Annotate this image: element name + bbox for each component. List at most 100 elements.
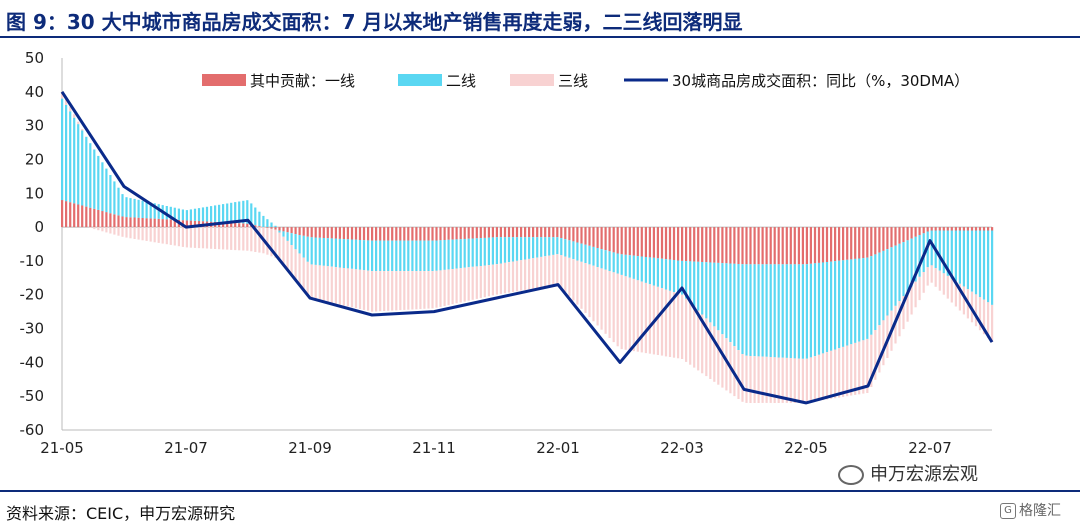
bar bbox=[564, 256, 567, 293]
bar bbox=[69, 106, 72, 112]
y-tick-label: 10 bbox=[25, 184, 44, 202]
bar bbox=[431, 227, 434, 241]
bar bbox=[298, 253, 301, 286]
bar bbox=[741, 354, 744, 402]
bar bbox=[560, 238, 563, 256]
bar bbox=[326, 238, 329, 267]
bar bbox=[306, 236, 309, 262]
legend-swatch bbox=[398, 74, 442, 86]
bar bbox=[874, 330, 877, 380]
source-note: 资料来源：CEIC，申万宏源研究 bbox=[6, 504, 236, 523]
bar bbox=[978, 230, 982, 297]
bar bbox=[560, 227, 563, 239]
bar bbox=[294, 227, 297, 235]
bar bbox=[809, 357, 812, 403]
bar bbox=[693, 227, 696, 262]
bar bbox=[61, 200, 64, 228]
bar bbox=[942, 230, 945, 274]
bar bbox=[125, 197, 128, 218]
bar bbox=[809, 227, 812, 264]
bar bbox=[294, 249, 297, 281]
bar bbox=[982, 299, 986, 335]
bar bbox=[318, 237, 321, 266]
bar bbox=[866, 257, 869, 339]
bar bbox=[753, 264, 756, 357]
bar bbox=[757, 264, 760, 357]
bar bbox=[282, 227, 285, 232]
bar bbox=[854, 342, 857, 395]
bar bbox=[556, 227, 559, 238]
bar bbox=[801, 358, 804, 403]
bar bbox=[302, 235, 305, 258]
bar bbox=[612, 252, 615, 273]
bar bbox=[846, 259, 849, 346]
bar bbox=[890, 227, 893, 248]
bar bbox=[765, 264, 768, 357]
bar bbox=[411, 227, 414, 241]
bar bbox=[817, 354, 821, 401]
bar bbox=[479, 266, 482, 299]
bar bbox=[342, 227, 345, 240]
bar bbox=[950, 278, 953, 303]
bar bbox=[334, 267, 337, 304]
bar bbox=[709, 322, 712, 379]
bar bbox=[515, 227, 519, 238]
bar bbox=[974, 230, 978, 295]
bar bbox=[962, 286, 965, 315]
legend-label: 三线 bbox=[558, 72, 588, 90]
bar bbox=[77, 121, 80, 125]
bar bbox=[479, 238, 482, 266]
bar bbox=[350, 227, 354, 240]
bar bbox=[443, 227, 446, 241]
bar bbox=[157, 218, 160, 228]
bar bbox=[797, 264, 800, 359]
bar bbox=[455, 227, 458, 240]
bar bbox=[338, 238, 341, 268]
bar bbox=[858, 341, 861, 395]
bar bbox=[85, 206, 88, 228]
bar bbox=[153, 227, 156, 243]
x-tick-label: 22-01 bbox=[536, 439, 580, 457]
bar bbox=[850, 227, 853, 260]
watermark: 申万宏源宏观 bbox=[838, 460, 978, 486]
bar bbox=[813, 227, 817, 264]
bar bbox=[177, 208, 180, 220]
bar bbox=[580, 261, 583, 309]
title-bar: 图 9：30 大中城市商品房成交面积：7 月以来地产销售再度走弱，二三线回落明显 bbox=[0, 0, 1080, 40]
bar bbox=[745, 227, 748, 265]
bar bbox=[737, 227, 740, 264]
bar bbox=[282, 236, 285, 267]
bar bbox=[218, 204, 221, 223]
bar bbox=[439, 227, 442, 241]
bar bbox=[286, 240, 289, 271]
bar bbox=[189, 227, 192, 248]
bar bbox=[882, 320, 885, 366]
bar bbox=[435, 270, 438, 308]
bar bbox=[109, 175, 112, 214]
y-tick-label: -40 bbox=[20, 353, 45, 371]
bar bbox=[528, 258, 531, 290]
bar bbox=[286, 232, 289, 241]
bar bbox=[379, 271, 382, 312]
bar bbox=[773, 264, 776, 358]
bar bbox=[713, 262, 716, 327]
bar bbox=[524, 237, 527, 260]
bar bbox=[592, 227, 595, 247]
bar bbox=[491, 227, 494, 238]
bar bbox=[842, 346, 845, 397]
bar bbox=[813, 263, 817, 357]
bar bbox=[226, 222, 229, 228]
bar bbox=[193, 220, 197, 228]
bar bbox=[576, 242, 579, 261]
bar bbox=[258, 211, 261, 227]
bar bbox=[697, 227, 700, 262]
bar bbox=[668, 290, 672, 357]
bar bbox=[672, 227, 676, 260]
bar bbox=[113, 181, 116, 215]
bar bbox=[520, 260, 523, 291]
bar bbox=[246, 200, 249, 224]
bar bbox=[242, 223, 245, 227]
bar bbox=[205, 227, 209, 249]
bar bbox=[471, 238, 474, 267]
